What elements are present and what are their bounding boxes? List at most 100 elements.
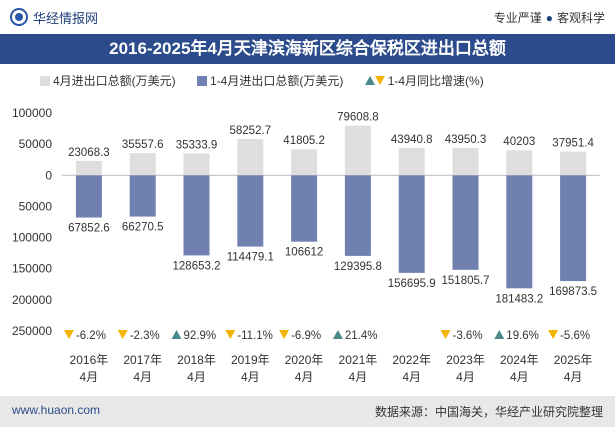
label-april: 43950.3 (445, 134, 487, 146)
growth-up-icon (171, 330, 182, 339)
bar-april (398, 147, 425, 176)
legend: 4月进出口总额(万美元) 1-4月进出口总额(万美元) 1-4月同比增速(%) (40, 72, 600, 92)
legend-item-growth[interactable]: 1-4月同比增速(%) (364, 72, 484, 89)
brand-name: 华经情报网 (33, 11, 99, 26)
growth-down-icon (548, 330, 559, 339)
tagline-left: 专业严谨 (493, 11, 542, 25)
growth-down-icon (440, 330, 451, 339)
growth-label: -6.2% (76, 330, 106, 342)
bar-ytd (237, 175, 264, 247)
growth-down-icon (117, 330, 128, 339)
growth-label: -5.6% (560, 330, 590, 342)
legend-label-april: 4月进出口总额(万美元) (53, 74, 176, 88)
bar-ytd (506, 175, 533, 289)
x-tick-label: 4月 (241, 370, 260, 384)
y-tick-label: 100000 (12, 106, 52, 120)
label-april: 35333.9 (176, 139, 218, 151)
label-ytd: 114479.1 (227, 252, 274, 264)
label-ytd: 129395.8 (334, 261, 382, 273)
growth-label: 19.6% (506, 330, 539, 342)
x-tick-label: 2017年 (123, 353, 162, 367)
bar-april (75, 160, 102, 176)
legend-label-ytd: 1-4月进出口总额(万美元) (210, 74, 344, 88)
tagline: 专业严谨 ● 客观科学 (494, 9, 605, 26)
legend-triangle-up-icon (364, 76, 375, 85)
bar-ytd (344, 175, 371, 256)
logo-icon (10, 8, 28, 26)
x-tick-label: 4月 (133, 370, 152, 384)
x-tick-label: 2016年 (70, 353, 109, 367)
legend-item-ytd[interactable]: 1-4月进出口总额(万美元) (197, 72, 343, 89)
tagline-separator: ● (545, 11, 553, 25)
tagline-right: 客观科学 (556, 11, 605, 25)
x-tick-label: 2025年 (554, 353, 593, 367)
growth-down-icon (279, 330, 290, 339)
chart-plot: 100000 50000 0 50000 100000 150000 200000 25000… (12, 106, 600, 384)
label-ytd: 169873.5 (549, 286, 597, 298)
bar-ytd (75, 175, 102, 218)
bar-ytd (183, 175, 210, 256)
label-april: 37951.4 (552, 138, 594, 150)
y-tick-label: 250000 (12, 324, 52, 338)
growth-label: 21.4% (345, 330, 378, 342)
top-bar: 华经情报网 专业严谨 ● 客观科学 (0, 0, 615, 34)
x-tick-label: 4月 (187, 370, 206, 384)
x-tick-label: 2023年 (446, 353, 485, 367)
bar-ytd (291, 175, 318, 242)
label-ytd: 66270.5 (122, 222, 164, 234)
x-tick-label: 2018年 (177, 353, 216, 367)
footer-url[interactable]: www.huaon.com (12, 403, 101, 417)
bar-ytd (398, 175, 425, 273)
growth-label: -3.6% (453, 330, 483, 342)
x-tick-label: 4月 (510, 370, 529, 384)
x-tick-label: 4月 (80, 370, 99, 384)
bar-april (452, 147, 479, 176)
label-april: 58252.7 (230, 125, 272, 137)
legend-item-april[interactable]: 4月进出口总额(万美元) (40, 72, 176, 89)
x-tick-label: 4月 (295, 370, 314, 384)
growth-down-icon (63, 330, 74, 339)
x-tick-label: 4月 (349, 370, 368, 384)
y-tick-label: 200000 (12, 293, 52, 307)
growth-label: -11.1% (237, 330, 273, 342)
label-april: 35557.6 (122, 139, 164, 151)
label-ytd: 128653.2 (173, 260, 221, 272)
footer: www.huaon.com 数据来源：中国海关，华经产业研究院整理 (0, 396, 615, 427)
y-tick-label: 0 (45, 168, 52, 182)
label-ytd: 156695.9 (388, 278, 436, 290)
label-ytd: 151805.7 (442, 275, 490, 287)
label-april: 43940.8 (391, 134, 433, 146)
y-tick-label: 150000 (12, 262, 52, 276)
bar-ytd (129, 175, 156, 217)
x-tick-label: 2021年 (339, 353, 378, 367)
x-tick-label: 2020年 (285, 353, 324, 367)
bar-april (344, 125, 371, 176)
x-tick-label: 2024年 (500, 353, 539, 367)
growth-down-icon (225, 330, 236, 339)
x-tick-label: 2019年 (231, 353, 270, 367)
bar-ytd (452, 175, 479, 270)
x-tick-label: 2022年 (392, 353, 431, 367)
label-april: 41805.2 (283, 135, 325, 147)
bar-april (291, 149, 318, 176)
y-tick-label: 50000 (19, 137, 53, 151)
bar-april (560, 151, 587, 176)
brand[interactable]: 华经情报网 (10, 8, 98, 27)
x-tick-label: 4月 (402, 370, 421, 384)
label-april: 40203 (503, 136, 535, 148)
chart-title: 2016-2025年4月天津滨海新区综合保税区进出口总额 (0, 34, 615, 64)
y-tick-label: 50000 (19, 199, 53, 213)
growth-up-icon (494, 330, 505, 339)
bar-april (129, 153, 156, 176)
y-tick-label: 100000 (12, 231, 52, 245)
label-ytd: 67852.6 (68, 223, 110, 235)
label-ytd: 106612 (285, 247, 323, 259)
x-tick-label: 4月 (456, 370, 475, 384)
growth-up-icon (332, 330, 343, 339)
label-ytd: 181483.2 (495, 293, 543, 305)
legend-swatch-ytd (197, 76, 208, 86)
bar-april (183, 153, 210, 176)
bar-april (506, 150, 533, 176)
legend-swatch-april (40, 76, 50, 86)
legend-triangle-down-icon (374, 76, 385, 85)
